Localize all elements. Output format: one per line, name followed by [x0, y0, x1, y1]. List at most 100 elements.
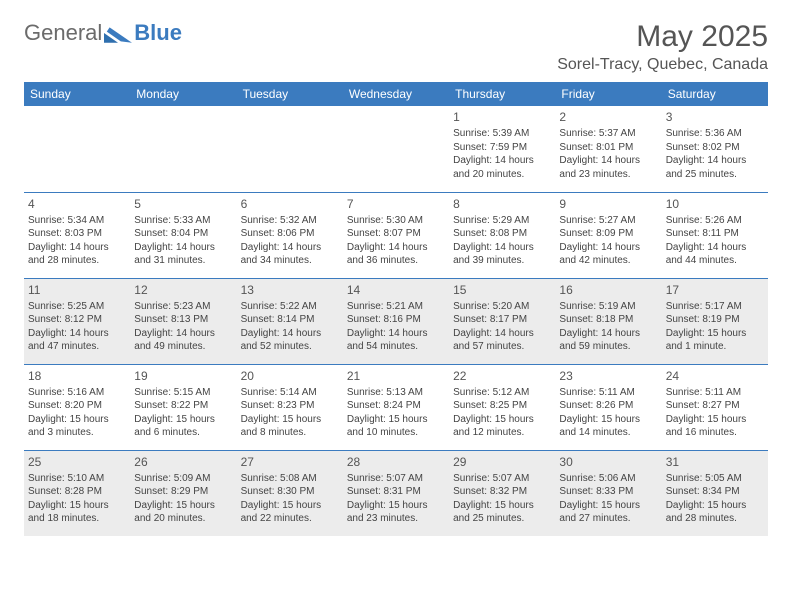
- daylight-line: and 27 minutes.: [559, 512, 657, 526]
- day-number: 11: [28, 282, 126, 298]
- day-number: 28: [347, 454, 445, 470]
- sunset-line: Sunset: 8:34 PM: [666, 485, 764, 499]
- calendar-cell: 25Sunrise: 5:10 AMSunset: 8:28 PMDayligh…: [24, 450, 130, 536]
- calendar-cell: [24, 106, 130, 192]
- calendar-cell: 15Sunrise: 5:20 AMSunset: 8:17 PMDayligh…: [449, 278, 555, 364]
- calendar-cell: 13Sunrise: 5:22 AMSunset: 8:14 PMDayligh…: [237, 278, 343, 364]
- calendar-cell: [237, 106, 343, 192]
- day-header: Thursday: [449, 82, 555, 106]
- daylight-line: and 39 minutes.: [453, 254, 551, 268]
- daylight-line: and 18 minutes.: [28, 512, 126, 526]
- calendar-cell: 8Sunrise: 5:29 AMSunset: 8:08 PMDaylight…: [449, 192, 555, 278]
- sunset-line: Sunset: 8:25 PM: [453, 399, 551, 413]
- sunrise-line: Sunrise: 5:39 AM: [453, 127, 551, 141]
- daylight-line: Daylight: 14 hours: [28, 241, 126, 255]
- sunrise-line: Sunrise: 5:21 AM: [347, 300, 445, 314]
- sunset-line: Sunset: 8:02 PM: [666, 141, 764, 155]
- sunset-line: Sunset: 8:32 PM: [453, 485, 551, 499]
- day-number: 23: [559, 368, 657, 384]
- day-header: Tuesday: [237, 82, 343, 106]
- daylight-line: Daylight: 14 hours: [666, 154, 764, 168]
- daylight-line: and 10 minutes.: [347, 426, 445, 440]
- daylight-line: Daylight: 15 hours: [347, 499, 445, 513]
- day-number: 19: [134, 368, 232, 384]
- day-number: 16: [559, 282, 657, 298]
- daylight-line: Daylight: 15 hours: [241, 413, 339, 427]
- day-header: Sunday: [24, 82, 130, 106]
- day-number: 29: [453, 454, 551, 470]
- sunset-line: Sunset: 8:01 PM: [559, 141, 657, 155]
- sunrise-line: Sunrise: 5:32 AM: [241, 214, 339, 228]
- sunrise-line: Sunrise: 5:37 AM: [559, 127, 657, 141]
- day-number: 3: [666, 109, 764, 125]
- day-number: 17: [666, 282, 764, 298]
- sunrise-line: Sunrise: 5:13 AM: [347, 386, 445, 400]
- day-number: 26: [134, 454, 232, 470]
- sunrise-line: Sunrise: 5:34 AM: [28, 214, 126, 228]
- sunrise-line: Sunrise: 5:06 AM: [559, 472, 657, 486]
- calendar-cell: 21Sunrise: 5:13 AMSunset: 8:24 PMDayligh…: [343, 364, 449, 450]
- calendar-week: 18Sunrise: 5:16 AMSunset: 8:20 PMDayligh…: [24, 364, 768, 450]
- calendar-cell: 19Sunrise: 5:15 AMSunset: 8:22 PMDayligh…: [130, 364, 236, 450]
- daylight-line: Daylight: 14 hours: [559, 327, 657, 341]
- calendar-cell: 29Sunrise: 5:07 AMSunset: 8:32 PMDayligh…: [449, 450, 555, 536]
- month-title: May 2025: [557, 20, 768, 54]
- calendar-cell: [130, 106, 236, 192]
- daylight-line: and 42 minutes.: [559, 254, 657, 268]
- daylight-line: Daylight: 15 hours: [453, 413, 551, 427]
- sunrise-line: Sunrise: 5:36 AM: [666, 127, 764, 141]
- sunset-line: Sunset: 8:19 PM: [666, 313, 764, 327]
- day-header: Saturday: [662, 82, 768, 106]
- sunrise-line: Sunrise: 5:14 AM: [241, 386, 339, 400]
- daylight-line: and 20 minutes.: [134, 512, 232, 526]
- calendar-week: 11Sunrise: 5:25 AMSunset: 8:12 PMDayligh…: [24, 278, 768, 364]
- day-number: 4: [28, 196, 126, 212]
- sunset-line: Sunset: 8:03 PM: [28, 227, 126, 241]
- sunset-line: Sunset: 8:16 PM: [347, 313, 445, 327]
- daylight-line: and 47 minutes.: [28, 340, 126, 354]
- sunrise-line: Sunrise: 5:07 AM: [347, 472, 445, 486]
- daylight-line: Daylight: 15 hours: [666, 499, 764, 513]
- sunset-line: Sunset: 8:24 PM: [347, 399, 445, 413]
- daylight-line: and 14 minutes.: [559, 426, 657, 440]
- day-number: 8: [453, 196, 551, 212]
- calendar-cell: 31Sunrise: 5:05 AMSunset: 8:34 PMDayligh…: [662, 450, 768, 536]
- sunrise-line: Sunrise: 5:16 AM: [28, 386, 126, 400]
- daylight-line: and 34 minutes.: [241, 254, 339, 268]
- sunrise-line: Sunrise: 5:30 AM: [347, 214, 445, 228]
- daylight-line: and 20 minutes.: [453, 168, 551, 182]
- sunset-line: Sunset: 8:29 PM: [134, 485, 232, 499]
- day-number: 25: [28, 454, 126, 470]
- sunset-line: Sunset: 7:59 PM: [453, 141, 551, 155]
- location-label: Sorel-Tracy, Quebec, Canada: [557, 56, 768, 74]
- daylight-line: and 57 minutes.: [453, 340, 551, 354]
- sunset-line: Sunset: 8:23 PM: [241, 399, 339, 413]
- calendar-cell: 11Sunrise: 5:25 AMSunset: 8:12 PMDayligh…: [24, 278, 130, 364]
- day-number: 5: [134, 196, 232, 212]
- sunrise-line: Sunrise: 5:07 AM: [453, 472, 551, 486]
- calendar-cell: 5Sunrise: 5:33 AMSunset: 8:04 PMDaylight…: [130, 192, 236, 278]
- calendar-cell: 22Sunrise: 5:12 AMSunset: 8:25 PMDayligh…: [449, 364, 555, 450]
- calendar-cell: 26Sunrise: 5:09 AMSunset: 8:29 PMDayligh…: [130, 450, 236, 536]
- sunrise-line: Sunrise: 5:20 AM: [453, 300, 551, 314]
- calendar-cell: 18Sunrise: 5:16 AMSunset: 8:20 PMDayligh…: [24, 364, 130, 450]
- daylight-line: and 49 minutes.: [134, 340, 232, 354]
- sunset-line: Sunset: 8:33 PM: [559, 485, 657, 499]
- daylight-line: Daylight: 15 hours: [28, 413, 126, 427]
- sunrise-line: Sunrise: 5:12 AM: [453, 386, 551, 400]
- daylight-line: Daylight: 14 hours: [347, 327, 445, 341]
- daylight-line: and 25 minutes.: [666, 168, 764, 182]
- sunset-line: Sunset: 8:22 PM: [134, 399, 232, 413]
- calendar-head: SundayMondayTuesdayWednesdayThursdayFrid…: [24, 82, 768, 106]
- calendar-cell: 17Sunrise: 5:17 AMSunset: 8:19 PMDayligh…: [662, 278, 768, 364]
- day-number: 27: [241, 454, 339, 470]
- daylight-line: Daylight: 14 hours: [347, 241, 445, 255]
- daylight-line: and 25 minutes.: [453, 512, 551, 526]
- sunrise-line: Sunrise: 5:11 AM: [666, 386, 764, 400]
- day-number: 10: [666, 196, 764, 212]
- sunset-line: Sunset: 8:04 PM: [134, 227, 232, 241]
- daylight-line: and 59 minutes.: [559, 340, 657, 354]
- sunset-line: Sunset: 8:17 PM: [453, 313, 551, 327]
- sunset-line: Sunset: 8:26 PM: [559, 399, 657, 413]
- sunset-line: Sunset: 8:11 PM: [666, 227, 764, 241]
